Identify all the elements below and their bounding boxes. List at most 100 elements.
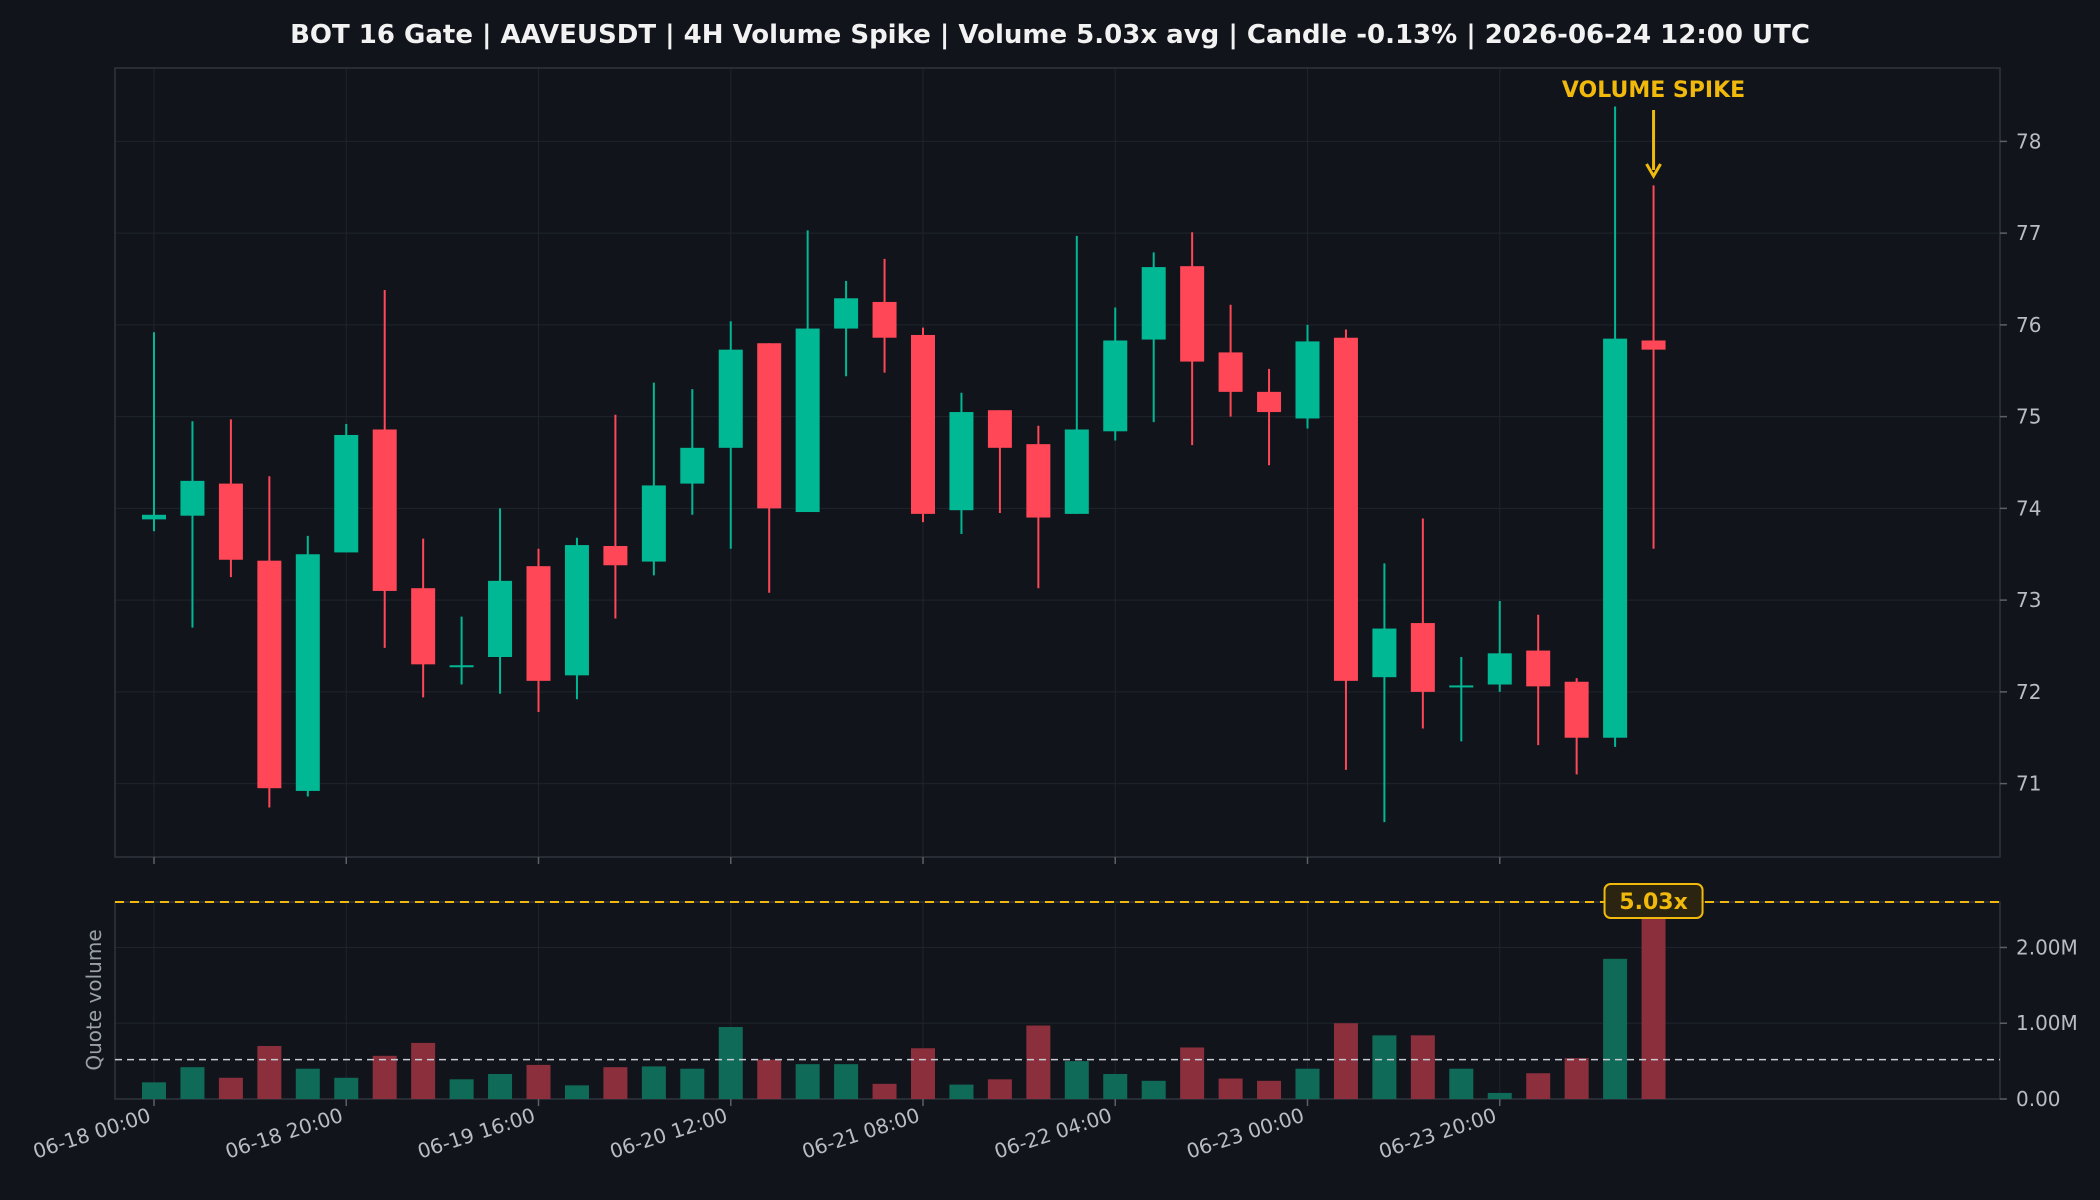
volume-bar [564,1085,589,1099]
candle-body [1603,338,1628,738]
volume-bar [757,1059,782,1099]
volume-bar [449,1079,474,1099]
candle-body [641,485,666,562]
candle-body [1449,685,1474,688]
candle-body [564,545,589,676]
candle-body [180,480,205,516]
price-tick-label: 76 [2016,313,2041,337]
volume-bar [1372,1035,1397,1099]
candle-body [1641,340,1666,350]
candle-body [372,429,397,591]
volume-bar [488,1073,513,1099]
price-tick-label: 78 [2016,129,2041,153]
volume-bar [680,1068,705,1099]
candle-body [987,410,1012,448]
volume-bar [334,1077,359,1099]
candle-body [1564,681,1589,738]
candle-body [718,349,743,448]
candle-body [603,545,628,566]
volume-bar [411,1042,436,1099]
price-tick-label: 74 [2016,496,2041,520]
volume-bar [142,1082,166,1099]
spike-multiplier-label: 5.03x [1619,890,1687,915]
candle-body [1372,628,1397,678]
candle-body [1103,340,1128,432]
volume-bar [834,1064,859,1099]
volume-bar [641,1066,666,1099]
volume-bar [949,1084,974,1099]
candle-body [911,334,935,514]
candle-body [1295,341,1320,419]
candle-body [1218,352,1243,392]
volume-bar [1449,1068,1474,1099]
candle-body [949,412,974,511]
volume-bar [526,1064,551,1099]
candle-body [1526,650,1551,687]
candle-body [1141,267,1166,340]
volume-spike-annotation: VOLUME SPIKE [1562,78,1745,103]
candle-body [488,580,513,657]
spike-arrow-head [1645,163,1662,179]
candle-body [1487,653,1512,685]
volume-bar [1180,1047,1205,1099]
volume-bar [718,1027,743,1099]
volume-bar [1257,1080,1282,1099]
volume-bar [1526,1073,1551,1099]
candle-body [1064,429,1089,514]
candle-body [1026,444,1051,518]
volume-panel-frame [114,901,2001,1100]
volume-bar [1487,1092,1512,1099]
candle-body [1257,391,1282,413]
volume-bar [218,1077,243,1099]
price-tick-label: 71 [2016,772,2041,796]
candle-body [526,566,551,681]
spike-multiplier-badge [1603,883,1704,919]
volume-bar [987,1079,1012,1099]
candle-body [411,588,436,665]
candle-body [257,560,282,789]
volume-bar [1218,1078,1243,1099]
price-tick-label: 77 [2016,221,2041,245]
chart-title: BOT 16 Gate | AAVEUSDT | 4H Volume Spike… [290,20,1810,50]
price-tick-label: 75 [2016,405,2041,429]
volume-bar [603,1067,628,1099]
price-tick-label: 72 [2016,680,2041,704]
volume-bar [1141,1080,1166,1099]
candle-body [834,298,859,329]
candle-body [795,328,820,513]
candle-body [142,514,166,520]
volume-axis-label: Quote volume [82,929,106,1070]
volume-bar [1026,1025,1051,1099]
candle-body [1180,266,1205,362]
candle-body [1410,623,1435,692]
volume-tick-label: 1.00M [2016,1011,2078,1035]
volume-bar [911,1048,935,1099]
volume-tick-label: 2.00M [2016,935,2078,959]
volume-bar [1295,1068,1320,1099]
volume-bar [1064,1061,1089,1099]
volume-bar [1564,1058,1589,1099]
candle-body [680,447,705,484]
candle-body [872,301,897,338]
volume-bar [795,1064,820,1099]
volume-bar [1603,958,1628,1099]
volume-bar [1410,1035,1435,1099]
candle-body [218,483,243,560]
volume-bar [372,1055,397,1099]
candle-body [1333,337,1358,681]
volume-bar [1103,1073,1128,1099]
candle-body [449,665,474,668]
volume-bar [872,1083,897,1099]
price-panel-frame [114,67,2001,858]
volume-bar [295,1068,320,1099]
candle-body [757,343,782,509]
price-tick-label: 73 [2016,588,2041,612]
volume-bar [180,1067,205,1099]
volume-bar [257,1045,282,1099]
volume-bar [1641,900,1666,1099]
volume-tick-label: 0.00 [2016,1087,2061,1111]
volume-bar [1333,1023,1358,1099]
candle-body [295,554,320,791]
candle-body [334,434,359,553]
